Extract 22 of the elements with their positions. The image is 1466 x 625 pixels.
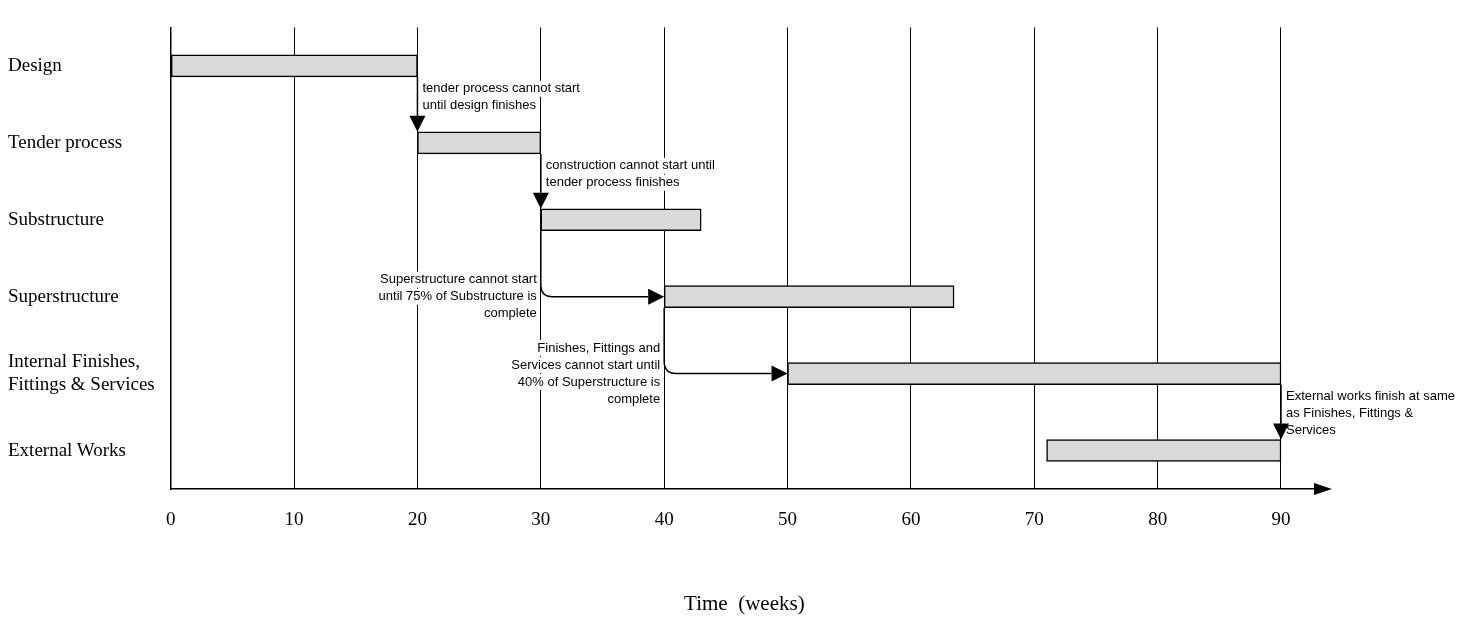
y-tick-label: Superstructure — [8, 284, 119, 306]
annotation: Superstructure cannot start until 75% of Substructure is complete — [378, 271, 538, 321]
x-tick-label: 20 — [407, 508, 427, 530]
annotation: Finishes, Fittings and Services cannot start until 40% of Superstructure is complete — [511, 339, 661, 406]
x-tick-label: 60 — [901, 508, 921, 530]
y-tick-label: Internal Finishes, Fittings & Services — [8, 350, 155, 394]
annotation: External works finish at same as Finishes, Fittings & Services — [1285, 387, 1456, 437]
y-tick-label: Tender process — [8, 130, 123, 152]
x-tick-label: 30 — [531, 508, 551, 530]
x-tick-label: 80 — [1148, 508, 1168, 530]
y-tick-label: Design — [8, 53, 63, 75]
x-tick-label: 0 — [165, 508, 176, 530]
y-tick-label: External Works — [8, 438, 126, 460]
x-tick-label: 90 — [1271, 508, 1291, 530]
annotation: tender process cannot start until design finishes — [422, 79, 581, 112]
x-tick-label: 40 — [654, 508, 674, 530]
x-tick-label: 50 — [778, 508, 798, 530]
y-tick-label: Substructure — [8, 207, 105, 229]
x-tick-label: 10 — [284, 508, 304, 530]
x-tick-label: 70 — [1024, 508, 1044, 530]
annotation: construction cannot start until tender process finishes — [545, 156, 716, 189]
x-axis-title: Time (weeks) — [684, 590, 805, 615]
